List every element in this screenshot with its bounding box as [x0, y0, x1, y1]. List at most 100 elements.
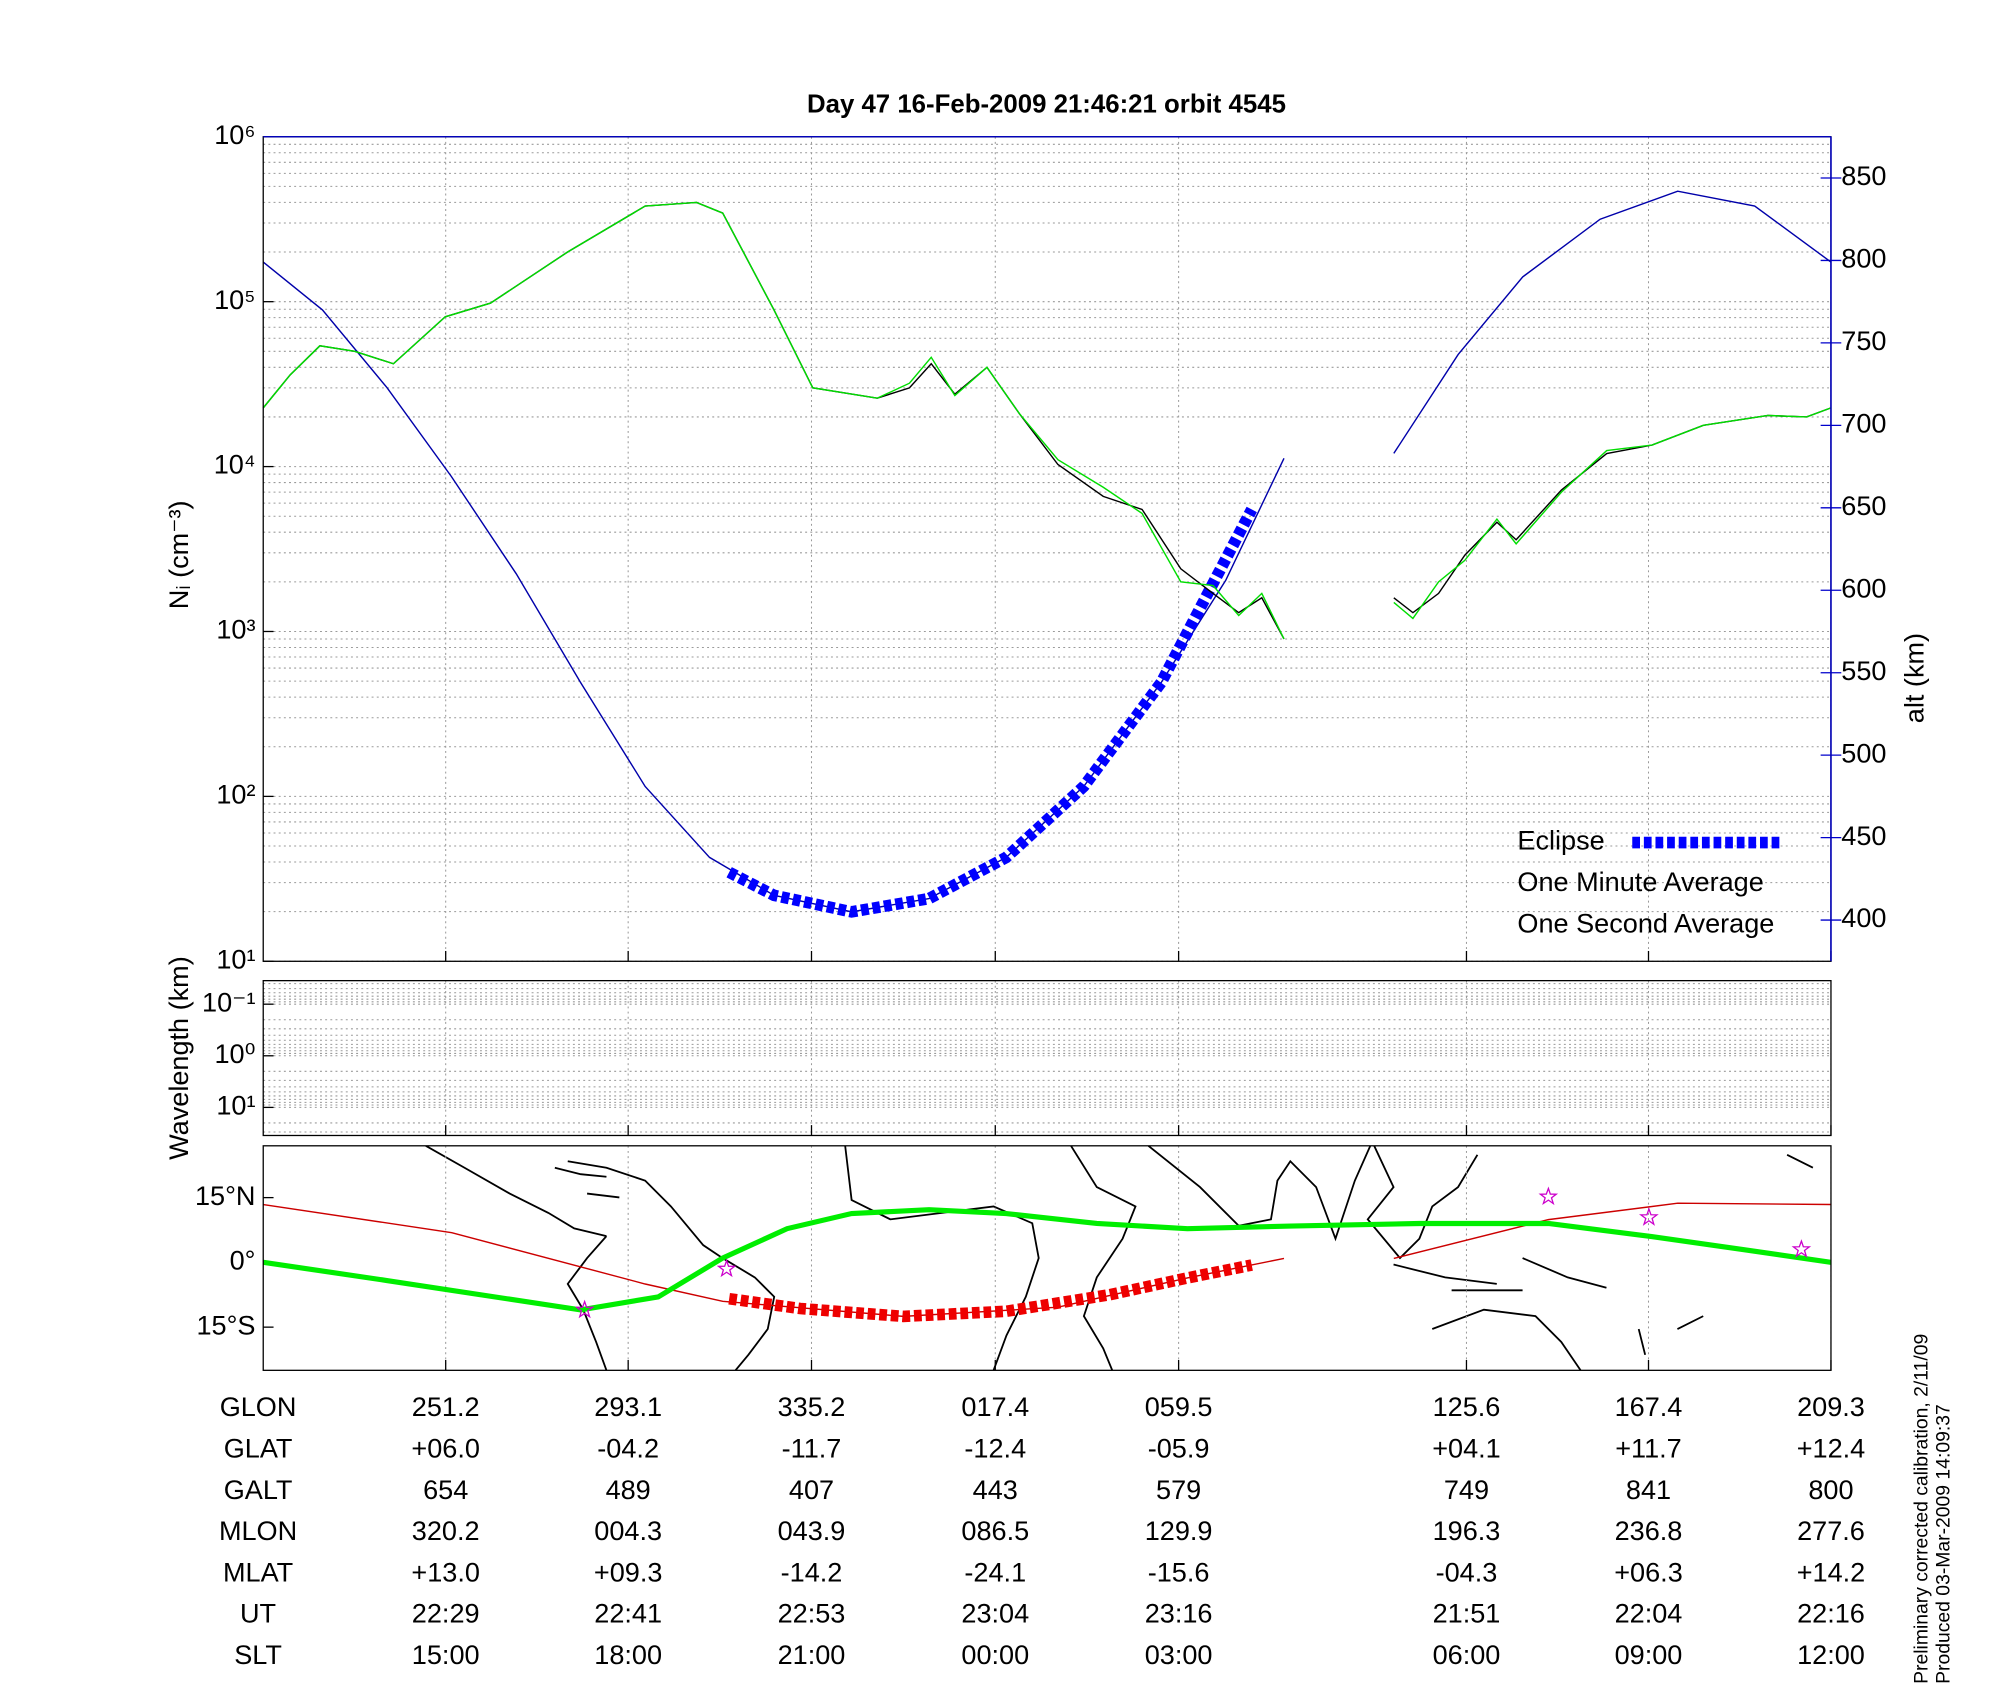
y-tick-label: 10⁻¹ — [202, 986, 255, 1017]
table-cell: 23:04 — [961, 1598, 1029, 1629]
panel-frame — [262, 980, 1832, 1137]
y-tick-label: 10² — [216, 779, 255, 810]
table-cell: -05.9 — [1148, 1432, 1210, 1463]
y-tick-label: 10⁴ — [214, 449, 256, 480]
table-cell: 129.9 — [1145, 1515, 1213, 1546]
table-cell: 12:00 — [1797, 1639, 1865, 1670]
table-cell: -04.3 — [1436, 1556, 1498, 1587]
table-cell: -12.4 — [964, 1432, 1026, 1463]
legend-label: One Second Average — [1517, 907, 1774, 938]
table-cell: 21:51 — [1433, 1598, 1501, 1629]
row-label: MLON — [219, 1515, 297, 1546]
y2-tick-label: 750 — [1841, 325, 1886, 356]
y2-tick-label: 800 — [1841, 243, 1886, 274]
table-cell: +12.4 — [1797, 1432, 1866, 1463]
table-cell: 22:41 — [594, 1598, 662, 1629]
table-cell: 800 — [1808, 1474, 1853, 1505]
table-cell: 22:29 — [412, 1598, 480, 1629]
table-cell: 03:00 — [1145, 1639, 1213, 1670]
y-tick-label: 15°S — [196, 1309, 255, 1340]
legend-label: One Minute Average — [1517, 866, 1763, 897]
table-cell: +04.1 — [1432, 1432, 1501, 1463]
row-label: GALT — [224, 1474, 293, 1505]
table-cell: 22:16 — [1797, 1598, 1865, 1629]
y2-tick-label: 400 — [1841, 902, 1886, 933]
table-cell: 209.3 — [1797, 1391, 1865, 1422]
series-line — [263, 1207, 1831, 1313]
table-cell: 18:00 — [594, 1639, 662, 1670]
series-line — [728, 1259, 1253, 1323]
y-tick-label: 10⁵ — [214, 284, 255, 315]
table-cell: 443 — [973, 1474, 1018, 1505]
side-note: Preliminary corrected calibration, 2/11/… — [1911, 1334, 1933, 1684]
table-cell: 21:00 — [778, 1639, 846, 1670]
series-line — [726, 506, 1257, 918]
table-cell: -15.6 — [1148, 1556, 1210, 1587]
table-cell: 004.3 — [594, 1515, 662, 1546]
series-line — [262, 201, 1832, 640]
table-cell: 654 — [423, 1474, 468, 1505]
y-tick-label: 10¹ — [216, 943, 255, 974]
table-cell: 407 — [789, 1474, 834, 1505]
y2-tick-label: 600 — [1841, 572, 1886, 603]
y-tick-label: 15°N — [195, 1180, 256, 1211]
row-label: UT — [240, 1598, 276, 1629]
table-cell: 489 — [606, 1474, 651, 1505]
table-cell: 22:04 — [1615, 1598, 1683, 1629]
y-tick-label: 10³ — [216, 614, 255, 645]
table-cell: 841 — [1626, 1474, 1671, 1505]
panel-frame — [262, 1145, 1832, 1371]
table-cell: 125.6 — [1433, 1391, 1501, 1422]
legend-label: Eclipse — [1517, 825, 1604, 856]
table-cell: 335.2 — [778, 1391, 846, 1422]
y-tick-label: 10⁶ — [214, 119, 255, 150]
row-label: GLON — [220, 1391, 297, 1422]
y-axis-label: Wavelength (km) — [163, 956, 194, 1160]
table-cell: 579 — [1156, 1474, 1201, 1505]
y2-tick-label: 450 — [1841, 820, 1886, 851]
y-axis-label: Nᵢ (cm⁻³) — [163, 500, 194, 609]
table-cell: +13.0 — [411, 1556, 480, 1587]
y-tick-label: 10⁰ — [214, 1038, 255, 1069]
station-marker — [716, 1258, 737, 1278]
table-cell: 09:00 — [1615, 1639, 1683, 1670]
table-cell: +06.3 — [1614, 1556, 1683, 1587]
table-cell: 043.9 — [778, 1515, 846, 1546]
chart-title: Day 47 16-Feb-2009 21:46:21 orbit 4545 — [807, 91, 1286, 119]
y2-tick-label: 650 — [1841, 490, 1886, 521]
row-label: SLT — [234, 1639, 282, 1670]
table-cell: 236.8 — [1615, 1515, 1683, 1546]
station-marker — [1791, 1239, 1812, 1258]
table-cell: 277.6 — [1797, 1515, 1865, 1546]
table-cell: 251.2 — [412, 1391, 480, 1422]
row-label: MLAT — [223, 1556, 293, 1587]
table-cell: 017.4 — [961, 1391, 1029, 1422]
row-label: GLAT — [224, 1432, 293, 1463]
table-cell: 059.5 — [1145, 1391, 1213, 1422]
table-cell: -11.7 — [782, 1432, 842, 1463]
table-cell: 320.2 — [412, 1515, 480, 1546]
table-cell: 06:00 — [1433, 1639, 1501, 1670]
y-tick-label: 10¹ — [216, 1090, 255, 1121]
table-cell: 167.4 — [1615, 1391, 1683, 1422]
table-cell: +11.7 — [1615, 1432, 1682, 1463]
side-note: Produced 03-Mar-2009 14:09:37 — [1933, 1404, 1955, 1684]
table-cell: 22:53 — [778, 1598, 846, 1629]
table-cell: -04.2 — [597, 1432, 659, 1463]
station-marker — [1538, 1186, 1559, 1206]
table-cell: 749 — [1444, 1474, 1489, 1505]
y2-tick-label: 850 — [1841, 160, 1886, 191]
table-cell: +09.3 — [594, 1556, 663, 1587]
table-cell: 293.1 — [594, 1391, 662, 1422]
table-cell: +06.0 — [411, 1432, 480, 1463]
table-cell: 00:00 — [961, 1639, 1029, 1670]
table-cell: 23:16 — [1145, 1598, 1213, 1629]
station-marker — [1638, 1207, 1659, 1226]
table-cell: 15:00 — [412, 1639, 480, 1670]
y2-axis-label: alt (km) — [1898, 633, 1929, 723]
y2-tick-label: 700 — [1841, 408, 1886, 439]
table-cell: +14.2 — [1797, 1556, 1866, 1587]
y2-tick-label: 550 — [1841, 655, 1886, 686]
